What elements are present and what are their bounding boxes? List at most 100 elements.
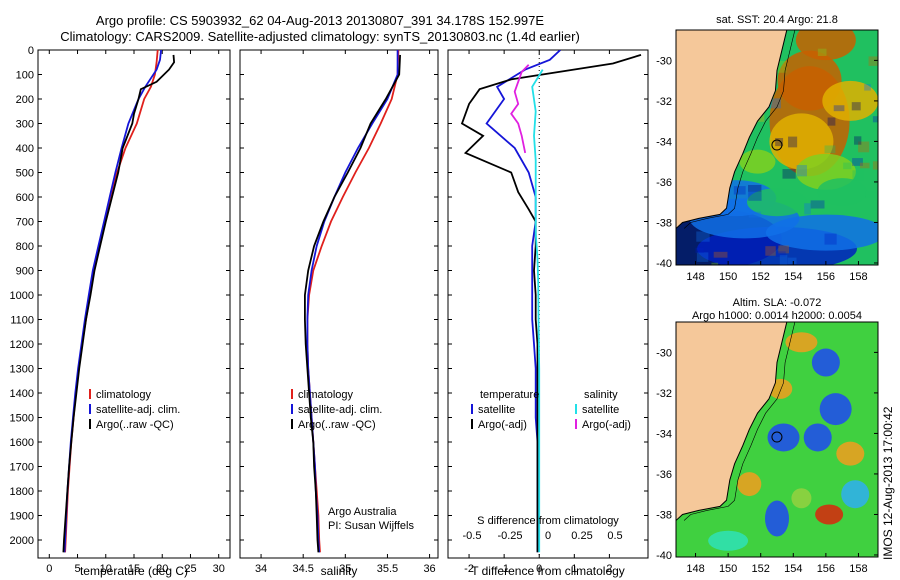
legend-entry: Argo(..raw -QC) <box>96 419 174 431</box>
x-tick-label: 0 <box>536 563 542 575</box>
map-x-tick-label: 156 <box>817 271 835 283</box>
map-title: Altim. SLA: -0.072 <box>733 297 822 309</box>
map-panel-1: -30 -32 -34 -36 -38 -40 148 150 152 154 156 158 sat.… <box>656 14 879 283</box>
field-cell <box>765 246 776 256</box>
field-cell <box>776 60 787 73</box>
field-patch <box>747 188 807 217</box>
map-x-tick-label: 148 <box>686 563 704 575</box>
depth-tick-label: 1800 <box>10 486 34 498</box>
depth-tick-label: 800 <box>16 241 34 253</box>
field-patch <box>795 30 856 61</box>
field-cell <box>810 200 825 209</box>
depth-tick-label: 400 <box>16 143 34 155</box>
field-cell <box>796 165 807 177</box>
field-patch <box>817 178 868 207</box>
series-line-argo-raw-qc- <box>304 54 401 553</box>
map-x-tick-label: 158 <box>849 563 867 575</box>
series-line-t-argo-adj- <box>460 54 642 553</box>
legend-entry: satellite-adj. clim. <box>298 404 382 416</box>
s-axis-label: S difference from climatology <box>477 515 619 527</box>
map-subtitle: Argo h1000: 0.0014 h2000: 0.0054 <box>692 310 862 322</box>
map-y-tick-label: -32 <box>656 96 672 108</box>
field-cell <box>872 161 878 170</box>
map-frame <box>675 29 879 266</box>
depth-tick-label: 1200 <box>10 339 34 351</box>
field-cell <box>779 255 788 265</box>
legend-entry: Argo(..raw -QC) <box>298 419 376 431</box>
legend-entry: climatology <box>96 389 152 401</box>
field-cell <box>788 136 798 148</box>
field-patch <box>739 149 776 174</box>
x-tick-label: -1 <box>499 563 509 575</box>
field-patch <box>803 423 832 452</box>
field-cell <box>852 158 863 166</box>
field-cell <box>817 48 827 57</box>
panel-note: Argo Australia <box>328 506 397 518</box>
map-y-tick-label: -36 <box>656 177 672 189</box>
field-patch <box>765 214 878 251</box>
figure-title-line2: Climatology: CARS2009. Satellite-adjuste… <box>60 29 580 44</box>
map-x-tick-label: 156 <box>817 563 835 575</box>
map-y-tick-label: -38 <box>656 217 672 229</box>
field-cell <box>854 136 862 145</box>
map-y-tick-label: -36 <box>656 469 672 481</box>
land-mass <box>676 30 788 230</box>
plot-frame <box>447 49 649 559</box>
depth-tick-label: 1000 <box>10 290 34 302</box>
map-x-tick-label: 154 <box>784 271 802 283</box>
field-cell <box>843 162 852 170</box>
panel-note: PI: Susan Wijffels <box>328 520 414 532</box>
field-patch <box>811 348 840 377</box>
map-x-tick-label: 148 <box>686 271 704 283</box>
plot-frame <box>37 49 231 559</box>
map-y-tick-label: -40 <box>656 258 672 270</box>
legend-entry-salinity: satellite <box>582 404 619 416</box>
depth-tick-label: 600 <box>16 192 34 204</box>
field-cell <box>767 98 781 109</box>
field-patch <box>785 332 818 353</box>
map-x-tick-label: 158 <box>849 271 867 283</box>
field-cell <box>775 251 786 257</box>
depth-tick-label: 700 <box>16 217 34 229</box>
profile-panel-3: -2 -1 0 1 2T difference from climatology temp… <box>447 49 649 578</box>
depth-tick-label: 100 <box>16 70 34 82</box>
map-frame <box>675 321 879 558</box>
map-y-tick-label: -34 <box>656 136 672 148</box>
series-group <box>304 50 401 553</box>
map-y-tick-label: -30 <box>656 55 672 67</box>
field-cell <box>733 186 746 195</box>
field-cell <box>858 141 870 153</box>
map-field <box>676 322 878 557</box>
field-cell <box>865 190 876 199</box>
field-patch <box>819 393 852 426</box>
series-line-s-satellite <box>531 69 544 553</box>
field-cell <box>775 138 784 147</box>
legend-entry: satellite-adj. clim. <box>96 404 180 416</box>
field-patch <box>708 530 749 551</box>
field-cell <box>864 84 871 91</box>
field-cell <box>824 233 837 245</box>
field-cell <box>872 116 878 123</box>
s-tick-label: 0 <box>545 530 551 542</box>
field-patch <box>836 441 865 466</box>
x-tick-label: 10 <box>100 563 112 575</box>
depth-tick-label: 1500 <box>10 413 34 425</box>
profile-panel-1: 0100200300400500600700800900100011001200… <box>10 45 231 578</box>
field-cell <box>696 252 709 262</box>
legend-entry: climatology <box>298 389 354 401</box>
x-tick-label: 2 <box>606 563 612 575</box>
field-cell <box>859 162 870 169</box>
s-tick-label: -0.5 <box>463 530 482 542</box>
x-tick-label: 34 <box>255 563 267 575</box>
field-cell <box>868 56 878 66</box>
depth-tick-label: 2000 <box>10 535 34 547</box>
x-tick-label: 15 <box>128 563 140 575</box>
field-cell <box>833 105 845 112</box>
field-cell <box>695 247 704 253</box>
x-tick-label: 36 <box>423 563 435 575</box>
s-tick-label: -0.25 <box>497 530 522 542</box>
x-tick-label: 25 <box>184 563 196 575</box>
s-tick-label: 0.5 <box>607 530 622 542</box>
legend-entry-temperature: Argo(-adj) <box>478 419 527 431</box>
profile-panel-2: 34 34.5 35 35.5 36 salinity climatology satelli… <box>239 49 439 578</box>
